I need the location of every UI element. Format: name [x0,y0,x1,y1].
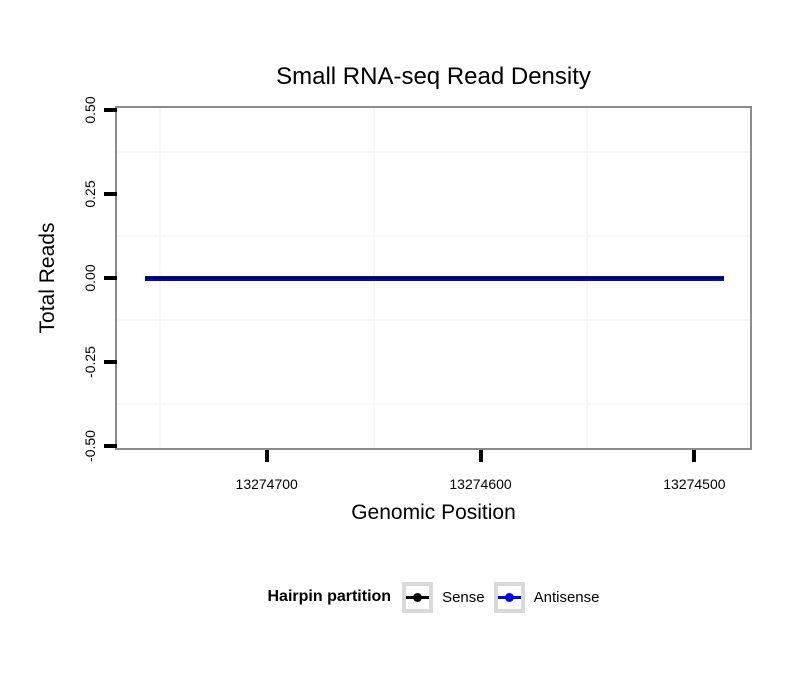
y-tick-label: 0.00 [82,264,98,292]
legend-item-sense: Sense [402,581,485,613]
x-tick-mark [692,450,697,462]
y-tick-label: 0.25 [82,180,98,208]
x-tick-label: 13274600 [449,476,512,492]
legend-label-sense: Sense [442,588,485,606]
y-tick-mark [104,276,117,280]
gridline-minor-y [117,150,750,153]
gridline-minor-y [117,234,750,237]
legend-title: Hairpin partition [267,588,392,605]
y-tick-label: -0.50 [82,430,98,463]
y-tick-label: -0.25 [82,346,98,379]
series-line-sense [144,276,725,280]
gridline-minor-y [117,403,750,406]
legend-label-antisense: Antisense [533,588,600,606]
chart-title: Small RNA-seq Read Density [276,63,591,90]
sense-dot-glyph-icon [413,592,423,602]
y-tick-mark [104,107,117,112]
legend-key-sense [402,581,434,613]
y-tick-mark [104,191,117,196]
x-axis-title: Genomic Position [351,501,516,524]
y-tick-mark [104,444,117,449]
antisense-dot-glyph-icon [504,592,514,602]
x-tick-mark [264,450,269,462]
legend-key-antisense [493,581,525,613]
legend: Hairpin partition Sense Antisense [115,578,752,616]
x-tick-label: 13274500 [663,476,726,492]
y-tick-mark [104,360,117,365]
legend-item-antisense: Antisense [493,581,600,613]
y-tick-label: 0.50 [82,96,98,124]
gridline-minor-y [117,319,750,322]
y-axis-title: Total Reads [36,222,59,334]
x-tick-mark [478,450,483,462]
x-tick-label: 13274700 [235,476,298,492]
